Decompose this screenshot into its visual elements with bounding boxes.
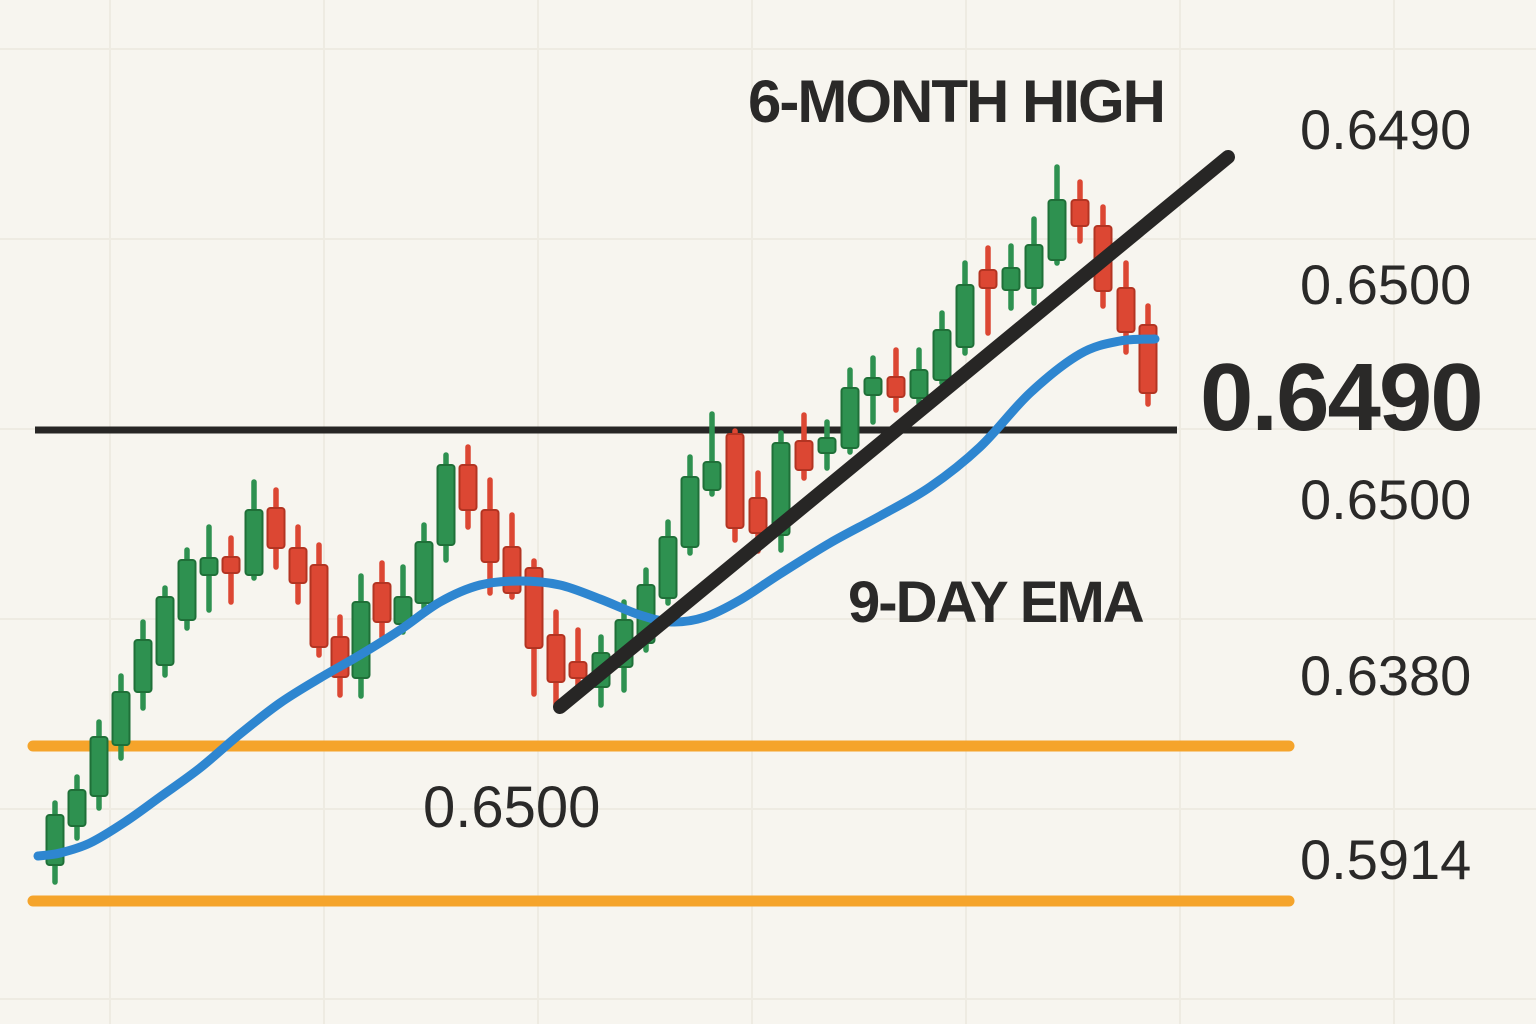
candle-body	[436, 464, 456, 546]
candle-up	[955, 260, 975, 356]
candle-body	[67, 789, 87, 827]
candle-body	[771, 442, 791, 536]
candle-up	[680, 454, 700, 556]
candle-body	[1001, 267, 1021, 291]
candle-down	[288, 524, 308, 605]
candle-up	[932, 310, 952, 386]
candle-body	[524, 567, 544, 649]
candle-body	[309, 564, 329, 648]
current-price-label: 0.6490	[1200, 344, 1484, 451]
candle-up	[909, 347, 929, 406]
candle-body	[932, 329, 952, 381]
candle-up	[658, 519, 678, 606]
candle-body	[546, 634, 566, 683]
candle-body	[244, 509, 264, 576]
price-label-bottom: 0.5914	[1300, 828, 1472, 891]
candle-body	[414, 541, 434, 604]
candle-up	[89, 719, 109, 811]
ema-line	[33, 334, 1160, 861]
candle-up	[351, 573, 371, 699]
candle-body	[1047, 199, 1067, 261]
candle-body	[863, 377, 883, 396]
candle-body	[658, 536, 678, 599]
candle-up	[155, 585, 175, 678]
candle-up	[436, 452, 456, 563]
candle-down	[725, 428, 745, 543]
candle-up	[45, 800, 65, 885]
candle-body	[266, 507, 286, 549]
candle-down	[309, 542, 329, 658]
candle-body	[1070, 199, 1090, 227]
candle-up	[133, 619, 153, 711]
candle-series	[45, 164, 1158, 885]
candle-body	[886, 376, 906, 398]
candle-up	[863, 355, 883, 425]
candle-body	[568, 661, 588, 679]
candle-body	[372, 582, 392, 623]
candle-body	[680, 476, 700, 548]
candle-body	[502, 546, 522, 594]
candle-up	[817, 419, 837, 471]
candle-up	[1024, 216, 1044, 306]
candle-body	[725, 433, 745, 529]
candle-up	[244, 479, 264, 581]
candle-body	[978, 269, 998, 289]
candle-down	[221, 535, 241, 605]
candle-body	[111, 691, 131, 746]
candle-up	[414, 522, 434, 611]
trendline	[553, 150, 1235, 714]
candle-body	[909, 369, 929, 399]
candle-down	[546, 609, 566, 708]
candle-up	[1047, 164, 1067, 266]
candle-down	[568, 627, 588, 695]
candle-body	[955, 284, 975, 348]
candle-body	[288, 547, 308, 584]
price-label-lower: 0.6380	[1300, 644, 1472, 707]
candle-body	[1116, 287, 1136, 333]
price-label-mid: 0.6500	[1300, 468, 1472, 531]
candle-body	[748, 497, 768, 534]
candle-down	[886, 347, 906, 413]
candle-down	[794, 412, 814, 481]
candle-up	[111, 673, 131, 761]
candle-down	[1138, 303, 1158, 407]
candle-down	[978, 245, 998, 336]
candle-up	[67, 774, 87, 841]
chart-title: 6-MONTH HIGH	[748, 68, 1166, 135]
candle-body	[458, 464, 478, 511]
candle-body	[794, 440, 814, 471]
candle-body	[221, 556, 241, 574]
candle-body	[199, 557, 219, 576]
candle-up	[840, 367, 860, 455]
candle-down	[330, 614, 350, 698]
candle-up	[199, 524, 219, 613]
candle-body	[1024, 244, 1044, 289]
support-zone-label: 0.6500	[423, 775, 601, 840]
candle-up	[702, 411, 722, 497]
candle-body	[840, 387, 860, 449]
candle-body	[177, 559, 197, 621]
candle-body	[155, 596, 175, 666]
candle-body	[480, 509, 500, 563]
ema-label: 9-DAY EMA	[848, 570, 1145, 635]
price-label-upper: 0.6500	[1300, 253, 1472, 316]
candle-body	[133, 639, 153, 693]
candle-down	[1070, 179, 1090, 244]
candle-down	[458, 444, 478, 530]
candle-down	[480, 477, 500, 596]
candle-body	[702, 461, 722, 491]
candle-down	[266, 487, 286, 570]
price-label-top: 0.6490	[1300, 98, 1472, 161]
candle-down	[372, 560, 392, 640]
candle-body	[817, 437, 837, 454]
candle-up	[1001, 243, 1021, 311]
candle-body	[351, 601, 371, 679]
candle-up	[177, 547, 197, 631]
candle-body	[89, 736, 109, 797]
